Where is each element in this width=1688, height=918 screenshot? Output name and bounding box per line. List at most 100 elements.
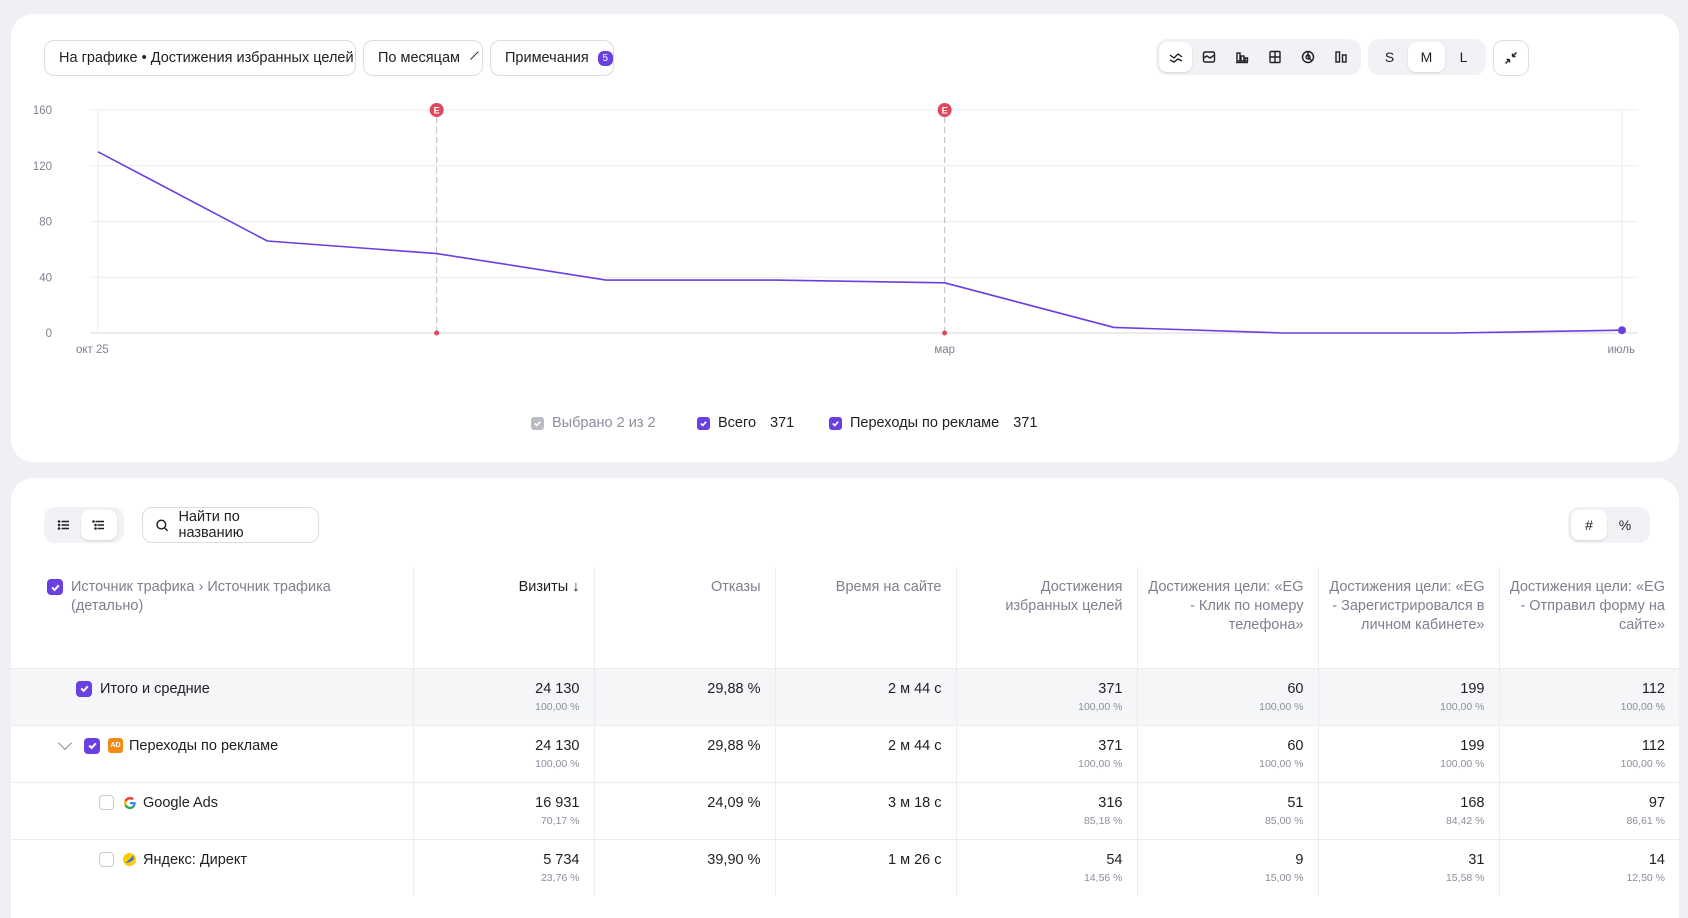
header-goal-register-label: Достижения цели: «EG - Зарегистрировался… (1329, 579, 1485, 633)
select-all-checkbox[interactable] (47, 579, 63, 595)
view-mode-switcher (44, 507, 124, 543)
bar-chart-icon[interactable] (1225, 42, 1258, 72)
collapse-icon (1505, 52, 1517, 64)
header-goal-register[interactable]: Достижения цели: «EG - Зарегистрировался… (1318, 567, 1500, 668)
header-source[interactable]: Источник трафика › Источник трафика (дет… (11, 567, 414, 668)
cell-goals: 371 100,00 % (956, 667, 1138, 725)
notes-count-badge: 5 (597, 50, 613, 66)
x-tick-label: мар (934, 344, 955, 356)
table-row-totals: Итого и средние 24 130 100,00 % 29,88 % 2… (11, 667, 1679, 725)
row-checkbox[interactable] (76, 680, 92, 697)
cell-bounces: 39,90 % (594, 838, 776, 896)
percent-values-button[interactable]: % (1618, 517, 1632, 533)
row-name-cell: Итого и средние (11, 667, 414, 725)
cell-bounces: 29,88 % (594, 724, 776, 782)
cell-goal-form: 112 100,00 % (1499, 667, 1679, 725)
cell-goal-register: 199 100,00 % (1318, 724, 1500, 782)
notes-label: Примечания (505, 50, 589, 66)
series-line (97, 151, 1623, 334)
cell-visits: 5 734 23,76 % (413, 838, 595, 896)
header-bounces[interactable]: Отказы (594, 567, 776, 668)
cell-visits: 24 130 100,00 % (413, 667, 595, 725)
row-checkbox[interactable] (99, 795, 114, 810)
size-m-button[interactable]: M (1408, 42, 1445, 72)
legend-item-total[interactable]: Всего 371 (697, 413, 794, 433)
search-input[interactable]: Найти по названию (142, 507, 319, 543)
line-chart-icon[interactable] (1159, 42, 1192, 72)
cell-goal-phone: 51 85,00 % (1137, 781, 1319, 839)
checkbox-icon (697, 416, 710, 430)
table-row[interactable]: AD Переходы по рекламе 24 130 100,00 % 29… (11, 724, 1679, 782)
search-placeholder: Найти по названию (178, 509, 244, 541)
chart-card: На графике • Достижения избранных целей … (11, 14, 1679, 462)
row-name-cell: AD Переходы по рекламе (11, 724, 414, 782)
stacked-chart-icon[interactable] (1258, 42, 1291, 72)
header-visits-label: Визиты ↓ (518, 579, 580, 595)
header-source-label: Источник трафика › Источник трафика (дет… (71, 579, 331, 614)
unit-switcher: # % (1568, 507, 1650, 543)
checkbox-icon (531, 416, 544, 430)
legend-item-ads[interactable]: Переходы по рекламе 371 (829, 413, 1037, 433)
legend-selected[interactable]: Выбрано 2 из 2 (531, 413, 656, 433)
table-row[interactable]: Яндекс: Директ 5 734 23,76 % 39,90 % 1 м … (11, 838, 1679, 896)
header-goal-phone[interactable]: Достижения цели: «EG - Клик по номеру те… (1137, 567, 1319, 668)
chevron-down-icon[interactable] (57, 735, 73, 751)
x-tick-label: июль (1608, 344, 1636, 356)
cell-goal-phone: 9 15,00 % (1137, 838, 1319, 896)
cell-time: 1 м 26 с (775, 838, 957, 896)
y-tick-label: 120 (33, 161, 52, 173)
cell-visits: 24 130 100,00 % (413, 724, 595, 782)
pie-chart-icon[interactable] (1291, 42, 1324, 72)
row-name-cell: Яндекс: Директ (11, 838, 414, 896)
table-card: Найти по названию # % Источник трафика ›… (11, 478, 1679, 918)
y-tick-label: 80 (39, 217, 52, 229)
notes-button[interactable]: Примечания 5 (490, 40, 614, 76)
header-goal-form[interactable]: Достижения цели: «EG - Отправил форму на… (1499, 567, 1679, 668)
collapse-button[interactable] (1493, 40, 1529, 76)
cell-goal-register: 31 15,58 % (1318, 838, 1500, 896)
flat-list-icon[interactable] (47, 510, 81, 540)
checkbox-icon (829, 416, 842, 430)
cell-visits: 16 931 70,17 % (413, 781, 595, 839)
size-s-button[interactable]: S (1384, 49, 1395, 65)
header-time-label: Время на сайте (835, 579, 942, 595)
period-select[interactable]: По месяцам (363, 40, 483, 76)
cell-goals: 54 14,56 % (956, 838, 1138, 896)
row-name: Google Ads (143, 794, 218, 811)
tree-list-icon[interactable] (81, 510, 117, 540)
y-tick-label: 0 (46, 328, 52, 340)
header-goal-phone-label: Достижения цели: «EG - Клик по номеру те… (1148, 579, 1304, 633)
yandex-direct-icon (122, 852, 137, 867)
row-name: Переходы по рекламе (129, 737, 279, 754)
header-goals[interactable]: Достижения избранных целей (956, 567, 1138, 668)
series-end-point (1618, 326, 1626, 335)
row-checkbox[interactable] (99, 852, 114, 867)
chart-size-switcher: S M L (1368, 39, 1486, 75)
chart-metric-select[interactable]: На графике • Достижения избранных целей (44, 40, 373, 76)
header-goal-form-label: Достижения цели: «EG - Отправил форму на… (1509, 579, 1665, 633)
chart-type-switcher (1156, 39, 1361, 75)
cell-time: 3 м 18 с (775, 781, 957, 839)
cell-goal-register: 199 100,00 % (1318, 667, 1500, 725)
table-row[interactable]: Google Ads 16 931 70,17 % 24,09 % 3 м 18 … (11, 781, 1679, 839)
annotation-label: E (942, 106, 948, 116)
row-name: Итого и средние (100, 680, 210, 697)
legend-item-label: Переходы по рекламе (850, 415, 1000, 431)
row-name: Яндекс: Директ (143, 851, 248, 868)
cell-goals: 371 100,00 % (956, 724, 1138, 782)
header-time[interactable]: Время на сайте (775, 567, 957, 668)
header-visits[interactable]: Визиты ↓ (413, 567, 595, 668)
size-l-button[interactable]: L (1459, 49, 1468, 65)
period-select-label: По месяцам (378, 50, 460, 66)
search-icon (156, 519, 169, 531)
cell-goal-form: 112 100,00 % (1499, 724, 1679, 782)
y-tick-label: 160 (33, 105, 52, 117)
absolute-values-button[interactable]: # (1571, 510, 1607, 540)
report-table: Источник трафика › Источник трафика (дет… (11, 567, 1679, 896)
table-header-row: Источник трафика › Источник трафика (дет… (11, 567, 1679, 668)
cell-goals: 316 85,18 % (956, 781, 1138, 839)
area-chart-icon[interactable] (1192, 42, 1225, 72)
legend-selected-label: Выбрано 2 из 2 (552, 415, 656, 431)
column-chart-icon[interactable] (1324, 42, 1357, 72)
row-checkbox[interactable] (84, 737, 100, 754)
